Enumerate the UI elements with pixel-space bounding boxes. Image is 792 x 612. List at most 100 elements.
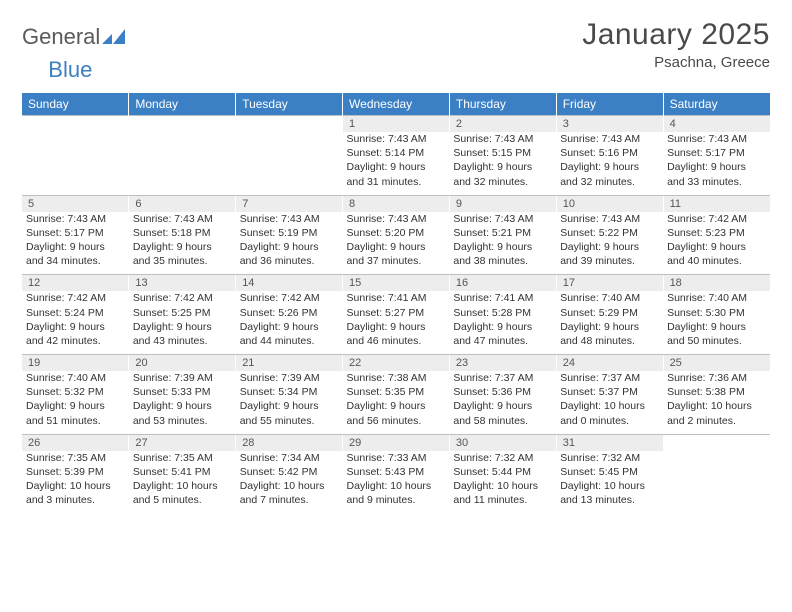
sunrise-line: Sunrise: 7:43 AM bbox=[240, 212, 339, 226]
day-number: 17 bbox=[556, 275, 663, 292]
daylight-line-1: Daylight: 9 hours bbox=[240, 399, 339, 413]
sunrise-line: Sunrise: 7:33 AM bbox=[347, 451, 446, 465]
day-number: 18 bbox=[663, 275, 770, 292]
daylight-line-2: and 50 minutes. bbox=[667, 334, 766, 348]
sunrise-line: Sunrise: 7:43 AM bbox=[347, 212, 446, 226]
day-cell: Sunrise: 7:43 AMSunset: 5:22 PMDaylight:… bbox=[556, 212, 663, 275]
sunset-line: Sunset: 5:38 PM bbox=[667, 385, 766, 399]
sunset-line: Sunset: 5:28 PM bbox=[453, 306, 552, 320]
daylight-line-1: Daylight: 9 hours bbox=[667, 160, 766, 174]
sunset-line: Sunset: 5:37 PM bbox=[560, 385, 659, 399]
day-number: 20 bbox=[129, 355, 236, 372]
day-number: 21 bbox=[236, 355, 343, 372]
daylight-line-2: and 9 minutes. bbox=[347, 493, 446, 507]
day-cell: Sunrise: 7:41 AMSunset: 5:27 PMDaylight:… bbox=[343, 291, 450, 354]
daylight-line-2: and 7 minutes. bbox=[240, 493, 339, 507]
day-number bbox=[663, 434, 770, 451]
day-cell: Sunrise: 7:35 AMSunset: 5:41 PMDaylight:… bbox=[129, 451, 236, 514]
daylight-line-1: Daylight: 9 hours bbox=[240, 320, 339, 334]
daylight-line-2: and 39 minutes. bbox=[560, 254, 659, 268]
sunrise-line: Sunrise: 7:42 AM bbox=[667, 212, 766, 226]
sunrise-line: Sunrise: 7:43 AM bbox=[560, 132, 659, 146]
sunrise-line: Sunrise: 7:43 AM bbox=[26, 212, 125, 226]
sunrise-line: Sunrise: 7:39 AM bbox=[133, 371, 232, 385]
day-number: 1 bbox=[343, 116, 450, 133]
daylight-line-2: and 56 minutes. bbox=[347, 414, 446, 428]
day-number: 10 bbox=[556, 195, 663, 212]
day-cell: Sunrise: 7:35 AMSunset: 5:39 PMDaylight:… bbox=[22, 451, 129, 514]
daylight-line-1: Daylight: 10 hours bbox=[560, 399, 659, 413]
week-row: Sunrise: 7:43 AMSunset: 5:17 PMDaylight:… bbox=[22, 212, 770, 275]
day-cell bbox=[236, 132, 343, 195]
daylight-line-2: and 34 minutes. bbox=[26, 254, 125, 268]
daylight-line-2: and 48 minutes. bbox=[560, 334, 659, 348]
location: Psachna, Greece bbox=[582, 54, 770, 71]
daylight-line-2: and 2 minutes. bbox=[667, 414, 766, 428]
day-number: 31 bbox=[556, 434, 663, 451]
daylight-line-2: and 0 minutes. bbox=[560, 414, 659, 428]
daylight-line-2: and 53 minutes. bbox=[133, 414, 232, 428]
day-number: 16 bbox=[449, 275, 556, 292]
sunset-line: Sunset: 5:45 PM bbox=[560, 465, 659, 479]
dow-friday: Friday bbox=[556, 93, 663, 116]
dow-monday: Monday bbox=[129, 93, 236, 116]
sunset-line: Sunset: 5:42 PM bbox=[240, 465, 339, 479]
day-number: 27 bbox=[129, 434, 236, 451]
sunset-line: Sunset: 5:18 PM bbox=[133, 226, 232, 240]
daylight-line-2: and 11 minutes. bbox=[453, 493, 552, 507]
daylight-line-2: and 33 minutes. bbox=[667, 175, 766, 189]
day-cell: Sunrise: 7:40 AMSunset: 5:29 PMDaylight:… bbox=[556, 291, 663, 354]
day-number: 4 bbox=[663, 116, 770, 133]
week-row: Sunrise: 7:42 AMSunset: 5:24 PMDaylight:… bbox=[22, 291, 770, 354]
daylight-line-1: Daylight: 10 hours bbox=[347, 479, 446, 493]
day-number: 25 bbox=[663, 355, 770, 372]
daylight-line-1: Daylight: 9 hours bbox=[240, 240, 339, 254]
sunrise-line: Sunrise: 7:42 AM bbox=[240, 291, 339, 305]
daylight-line-1: Daylight: 9 hours bbox=[453, 399, 552, 413]
day-cell bbox=[129, 132, 236, 195]
daylight-line-1: Daylight: 9 hours bbox=[560, 160, 659, 174]
sunrise-line: Sunrise: 7:43 AM bbox=[667, 132, 766, 146]
daylight-line-1: Daylight: 9 hours bbox=[133, 399, 232, 413]
day-number: 9 bbox=[449, 195, 556, 212]
sunrise-line: Sunrise: 7:42 AM bbox=[26, 291, 125, 305]
daylight-line-2: and 5 minutes. bbox=[133, 493, 232, 507]
daylight-line-2: and 37 minutes. bbox=[347, 254, 446, 268]
sunset-line: Sunset: 5:16 PM bbox=[560, 146, 659, 160]
daylight-line-2: and 46 minutes. bbox=[347, 334, 446, 348]
daylight-line-1: Daylight: 9 hours bbox=[347, 240, 446, 254]
daylight-line-1: Daylight: 10 hours bbox=[560, 479, 659, 493]
sunset-line: Sunset: 5:17 PM bbox=[667, 146, 766, 160]
week-row: Sunrise: 7:40 AMSunset: 5:32 PMDaylight:… bbox=[22, 371, 770, 434]
daylight-line-2: and 31 minutes. bbox=[347, 175, 446, 189]
day-number: 13 bbox=[129, 275, 236, 292]
day-number bbox=[236, 116, 343, 133]
sunrise-line: Sunrise: 7:38 AM bbox=[347, 371, 446, 385]
daylight-line-1: Daylight: 9 hours bbox=[26, 240, 125, 254]
day-cell bbox=[22, 132, 129, 195]
day-cell: Sunrise: 7:37 AMSunset: 5:36 PMDaylight:… bbox=[449, 371, 556, 434]
day-number: 29 bbox=[343, 434, 450, 451]
daynum-row: 1234 bbox=[22, 116, 770, 133]
sunset-line: Sunset: 5:44 PM bbox=[453, 465, 552, 479]
daylight-line-1: Daylight: 9 hours bbox=[453, 320, 552, 334]
day-number bbox=[22, 116, 129, 133]
sunrise-line: Sunrise: 7:39 AM bbox=[240, 371, 339, 385]
sunrise-line: Sunrise: 7:40 AM bbox=[26, 371, 125, 385]
sunrise-line: Sunrise: 7:40 AM bbox=[560, 291, 659, 305]
daylight-line-2: and 3 minutes. bbox=[26, 493, 125, 507]
day-cell: Sunrise: 7:43 AMSunset: 5:18 PMDaylight:… bbox=[129, 212, 236, 275]
day-cell: Sunrise: 7:43 AMSunset: 5:16 PMDaylight:… bbox=[556, 132, 663, 195]
sunset-line: Sunset: 5:41 PM bbox=[133, 465, 232, 479]
sunset-line: Sunset: 5:19 PM bbox=[240, 226, 339, 240]
sunset-line: Sunset: 5:33 PM bbox=[133, 385, 232, 399]
day-cell: Sunrise: 7:32 AMSunset: 5:44 PMDaylight:… bbox=[449, 451, 556, 514]
day-number: 26 bbox=[22, 434, 129, 451]
day-cell: Sunrise: 7:43 AMSunset: 5:15 PMDaylight:… bbox=[449, 132, 556, 195]
sunset-line: Sunset: 5:17 PM bbox=[26, 226, 125, 240]
daynum-row: 262728293031 bbox=[22, 434, 770, 451]
daylight-line-2: and 44 minutes. bbox=[240, 334, 339, 348]
day-cell: Sunrise: 7:43 AMSunset: 5:19 PMDaylight:… bbox=[236, 212, 343, 275]
daylight-line-2: and 13 minutes. bbox=[560, 493, 659, 507]
daylight-line-1: Daylight: 9 hours bbox=[667, 320, 766, 334]
